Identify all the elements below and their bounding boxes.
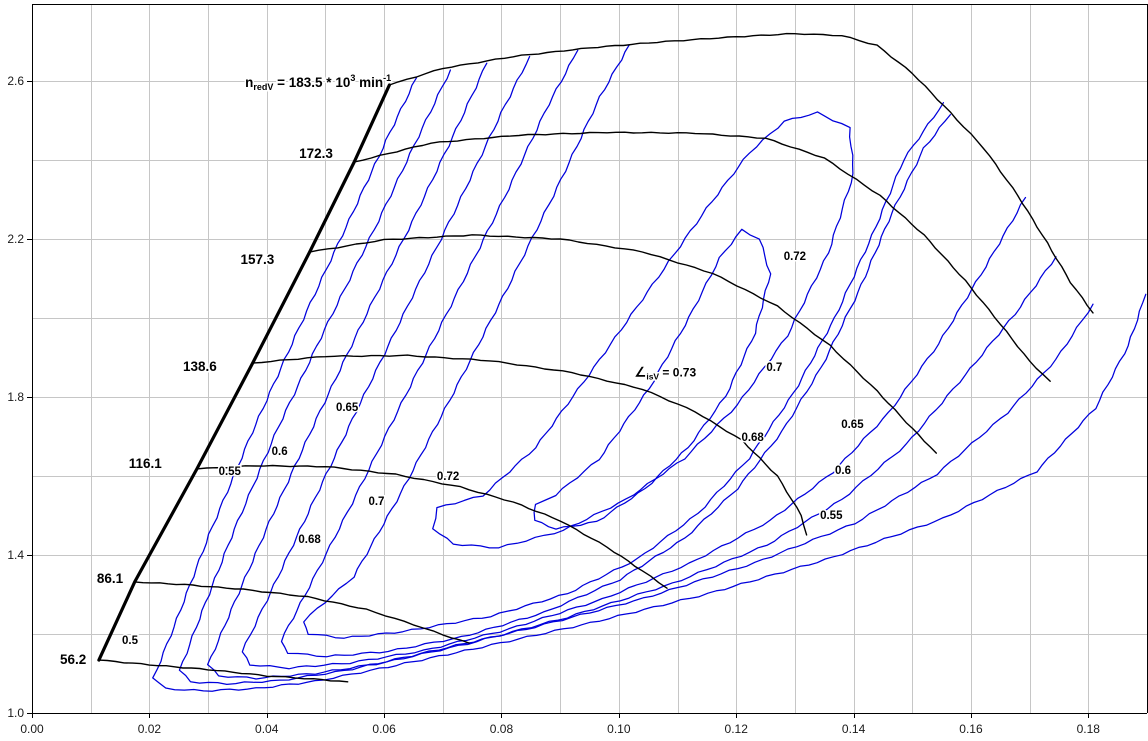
efficiency-label-0.55: 0.55 [219, 466, 242, 478]
speed-label-86.1: 86.1 [97, 571, 124, 586]
y-axis-tick-label: 2.2 [7, 232, 24, 246]
efficiency-contour-0.5 [152, 77, 1147, 692]
speed-line-86.1 [133, 581, 470, 644]
x-axis-tick-label: 0.16 [959, 722, 983, 736]
x-axis-tick-label: 0.18 [1077, 722, 1101, 736]
speed-label-56.2: 56.2 [60, 652, 86, 667]
efficiency-contour-0.6 [206, 62, 1057, 680]
efficiency-label-0.5: 0.5 [122, 635, 139, 647]
efficiency-label-0.72: 0.72 [437, 471, 459, 483]
efficiency-contour-0.7 [303, 44, 945, 639]
x-axis-tick-label: 0.12 [725, 722, 749, 736]
speed-line-157.3 [308, 234, 937, 454]
efficiency-contour-0.72 [432, 111, 854, 549]
efficiency-contour-0.55 [178, 69, 1094, 686]
speed-label-157.3: 157.3 [240, 252, 274, 267]
speed-line-56.2 [98, 659, 349, 683]
efficiency-label-0.72: 0.72 [784, 251, 806, 263]
x-axis-tick-label: 0.08 [490, 722, 514, 736]
surge-line [97, 83, 391, 662]
efficiency-label-0.65: 0.65 [336, 402, 359, 414]
efficiency-contour-0.65 [241, 55, 1027, 670]
x-axis-tick-label: 0.04 [255, 722, 279, 736]
efficiency-label-0.6: 0.6 [835, 465, 851, 477]
efficiency-label-0.7: 0.7 [766, 362, 782, 374]
efficiency-label-0.68: 0.68 [741, 432, 764, 444]
speed-line-116.1 [196, 464, 668, 589]
speed-label-172.3: 172.3 [299, 146, 333, 161]
x-axis-tick-label: 0.02 [138, 722, 162, 736]
efficiency-label-0.6: 0.6 [272, 446, 288, 458]
best-efficiency-label: ∠isV = 0.73 [635, 365, 697, 382]
efficiency-label-0.65: 0.65 [841, 419, 864, 431]
y-axis-tick-label: 1.8 [7, 390, 24, 404]
speed-line-172.3 [353, 131, 1051, 382]
speed-line-138.6 [251, 354, 808, 536]
x-axis-tick-label: 0.14 [842, 722, 866, 736]
efficiency-contour-0.73 [533, 228, 772, 530]
speed-annotation: nredV = 183.5 * 103 min-1 [245, 73, 391, 92]
x-axis-tick-label: 0.10 [607, 722, 631, 736]
x-axis-tick-label: 0.06 [372, 722, 396, 736]
y-axis-tick-label: 1.0 [7, 706, 24, 720]
speed-label-138.6: 138.6 [183, 359, 217, 374]
y-axis-tick-label: 1.4 [7, 548, 24, 562]
efficiency-label-0.7: 0.7 [368, 496, 384, 508]
speed-label-116.1: 116.1 [129, 456, 163, 471]
y-axis-tick-label: 2.6 [7, 74, 24, 88]
x-axis-tick-label: 0.00 [20, 722, 44, 736]
efficiency-label-0.68: 0.68 [298, 534, 321, 546]
speed-line-183.5 [388, 32, 1094, 314]
efficiency-label-0.55: 0.55 [820, 510, 843, 522]
